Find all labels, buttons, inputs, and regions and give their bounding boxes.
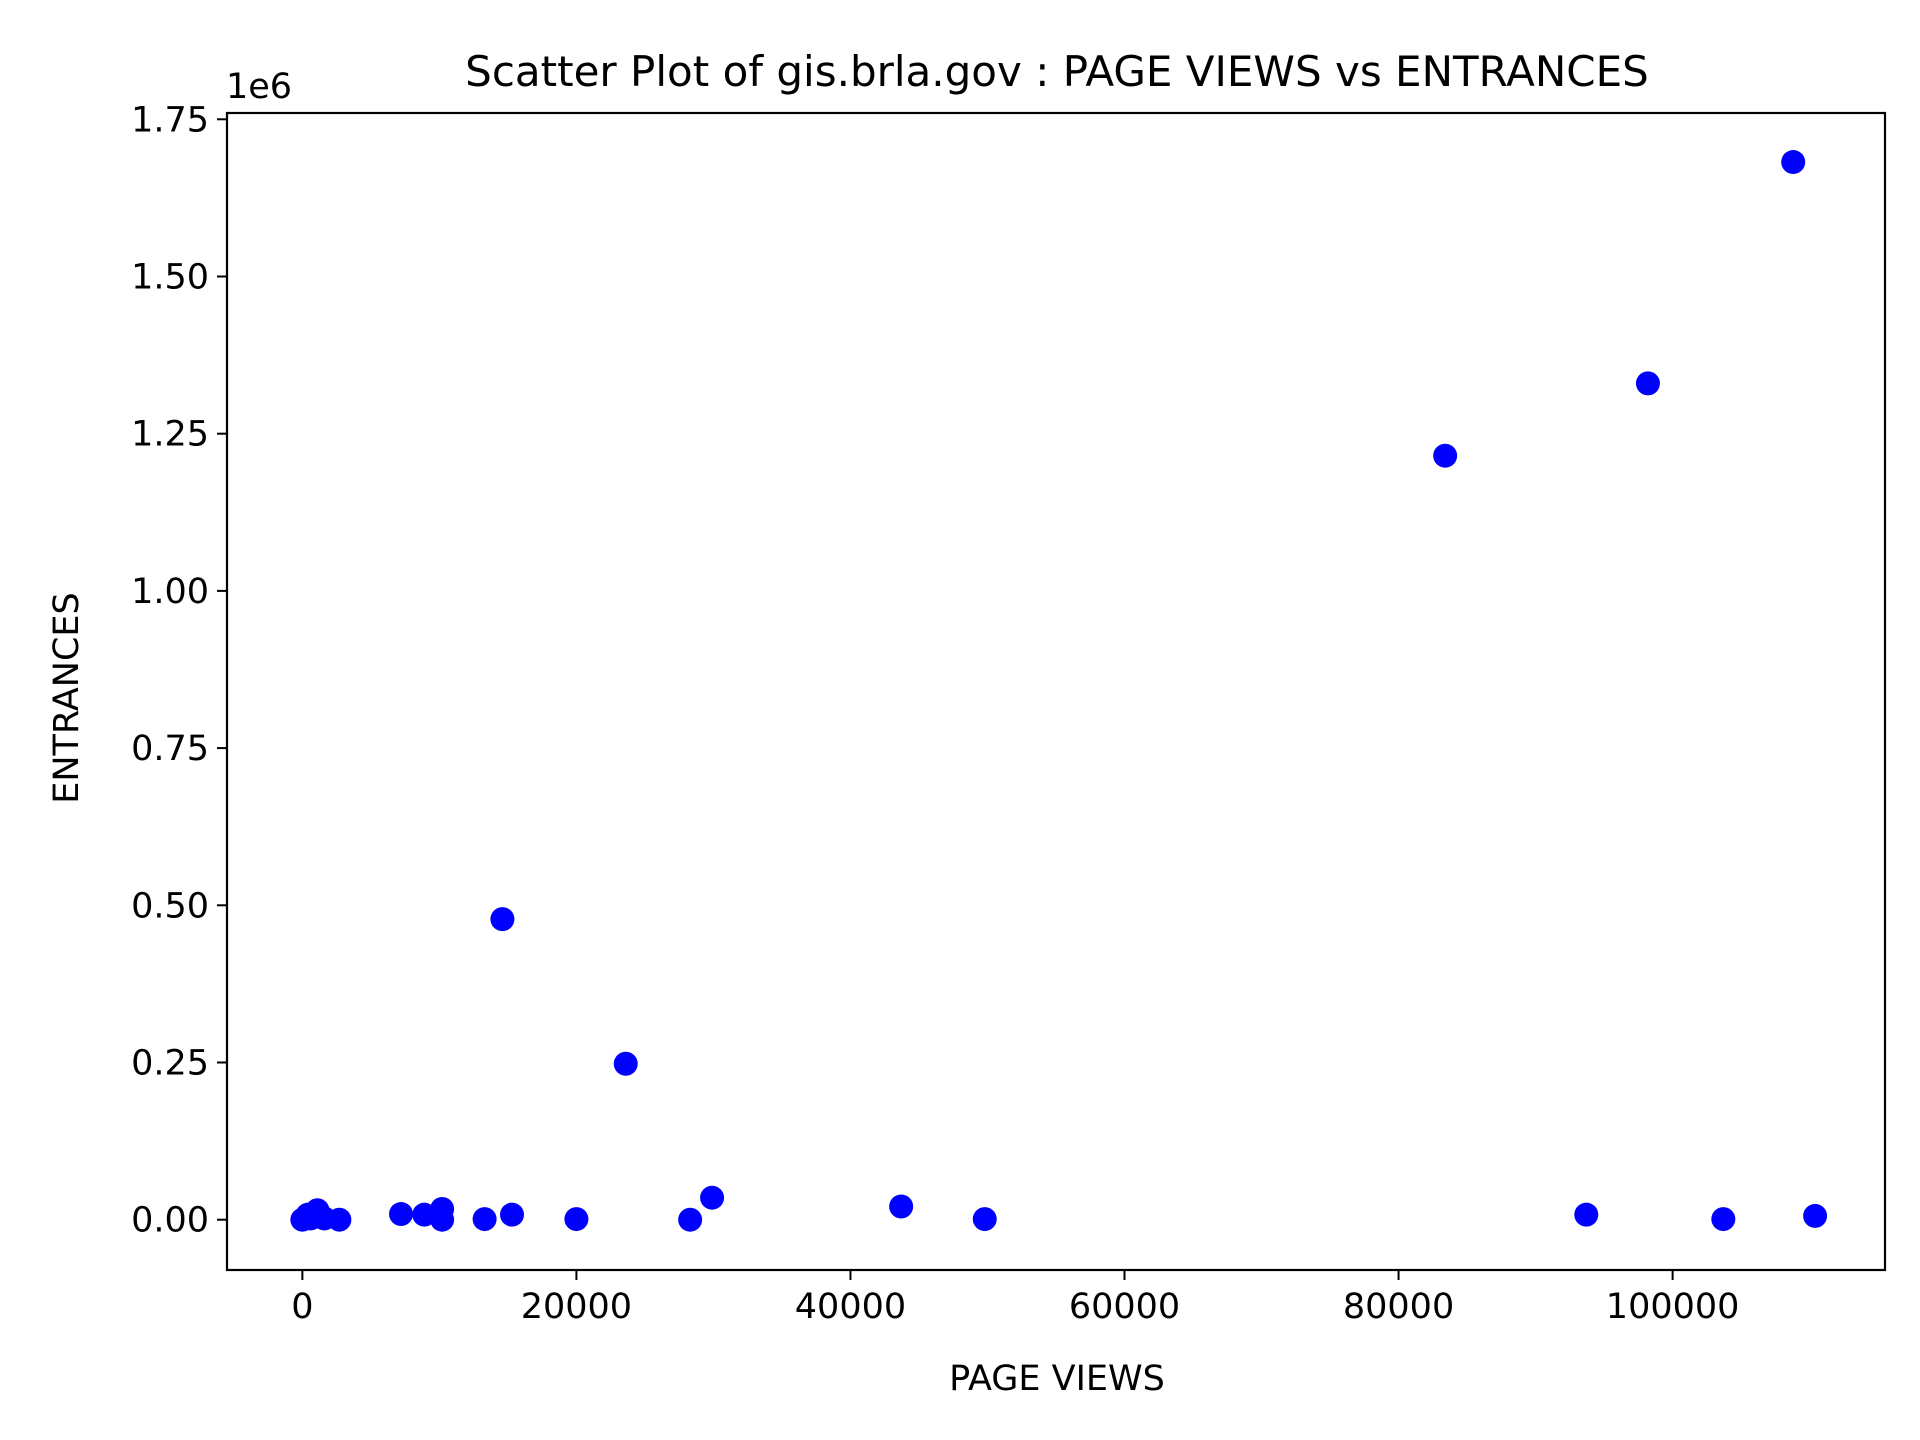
scatter-point bbox=[1433, 443, 1458, 468]
y-axis-label: ENTRANCES bbox=[47, 592, 87, 803]
scatter-point bbox=[613, 1051, 638, 1076]
scatter-point bbox=[1781, 150, 1806, 175]
scatter-point bbox=[500, 1202, 525, 1227]
y-tick-label: 1.75 bbox=[131, 100, 209, 140]
scatter-point bbox=[430, 1207, 455, 1232]
scatter-point bbox=[889, 1194, 914, 1219]
x-tick-label: 20000 bbox=[521, 1287, 632, 1327]
y-tick-label: 1.00 bbox=[131, 572, 209, 612]
x-axis-label: PAGE VIEWS bbox=[949, 1359, 1165, 1399]
scatter-point bbox=[1574, 1202, 1599, 1227]
scatter-point bbox=[490, 907, 515, 932]
scatter-point bbox=[678, 1207, 703, 1232]
plot-frame bbox=[225, 111, 1887, 1272]
scatter-point bbox=[564, 1207, 589, 1232]
scatter-point bbox=[1711, 1207, 1736, 1232]
scatter-point bbox=[972, 1207, 997, 1232]
chart-title: Scatter Plot of gis.brla.gov : PAGE VIEW… bbox=[465, 47, 1649, 96]
x-tick-label: 60000 bbox=[1069, 1287, 1180, 1327]
x-tick-label: 0 bbox=[291, 1287, 313, 1327]
y-tick-label: 0.00 bbox=[131, 1201, 209, 1241]
scatter-point bbox=[1803, 1203, 1828, 1228]
y-axis-ticks: 0.00 0.25 0.50 0.75 1.00 1.25 1.50 1.75 bbox=[131, 100, 227, 1241]
x-tick-label: 40000 bbox=[795, 1287, 906, 1327]
y-tick-label: 1.25 bbox=[131, 415, 209, 455]
data-points bbox=[290, 150, 1828, 1232]
scatter-point bbox=[389, 1202, 414, 1227]
y-tick-label: 0.25 bbox=[131, 1043, 209, 1083]
scatter-point bbox=[1635, 371, 1660, 396]
scatter-point bbox=[472, 1207, 497, 1232]
y-tick-label: 1.50 bbox=[131, 257, 209, 297]
y-tick-label: 0.75 bbox=[131, 729, 209, 769]
scatter-point bbox=[700, 1185, 725, 1210]
scatter-point bbox=[327, 1207, 352, 1232]
x-tick-label: 100000 bbox=[1606, 1287, 1740, 1327]
y-tick-label: 0.50 bbox=[131, 886, 209, 926]
x-tick-label: 80000 bbox=[1343, 1287, 1454, 1327]
x-axis-ticks: 0 20000 40000 60000 80000 100000 bbox=[291, 1270, 1739, 1327]
y-axis-offset-label: 1e6 bbox=[226, 67, 292, 107]
